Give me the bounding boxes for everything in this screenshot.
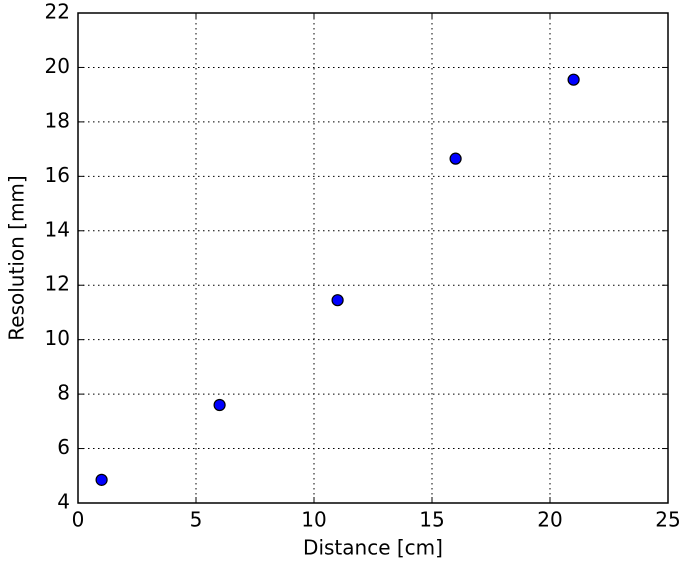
y-tick-label: 8 bbox=[57, 381, 70, 405]
y-tick-label: 16 bbox=[45, 163, 70, 187]
x-tick-label: 20 bbox=[537, 508, 562, 532]
y-tick-label: 12 bbox=[45, 272, 70, 296]
x-tick-label: 0 bbox=[72, 508, 85, 532]
y-tick-label: 14 bbox=[45, 217, 70, 241]
point bbox=[213, 398, 226, 412]
point bbox=[331, 294, 344, 307]
point bbox=[95, 473, 108, 486]
point bbox=[567, 73, 580, 86]
x-tick-label: 15 bbox=[419, 508, 444, 532]
y-tick-label: 6 bbox=[57, 435, 70, 459]
x-tick-label: 10 bbox=[301, 508, 326, 532]
point bbox=[449, 152, 462, 165]
y-tick-label: 4 bbox=[57, 490, 70, 514]
x-tick-label: 5 bbox=[190, 508, 203, 532]
y-tick-label: 20 bbox=[45, 54, 70, 78]
y-tick-label: 22 bbox=[45, 0, 70, 24]
y-axis-label: Resolution [mm] bbox=[5, 175, 29, 340]
x-tick-label: 25 bbox=[655, 508, 680, 532]
x-axis-label: Distance [cm] bbox=[303, 536, 443, 560]
y-tick-label: 18 bbox=[45, 108, 70, 132]
y-tick-label: 10 bbox=[45, 326, 70, 350]
plot-frame bbox=[77, 12, 669, 504]
